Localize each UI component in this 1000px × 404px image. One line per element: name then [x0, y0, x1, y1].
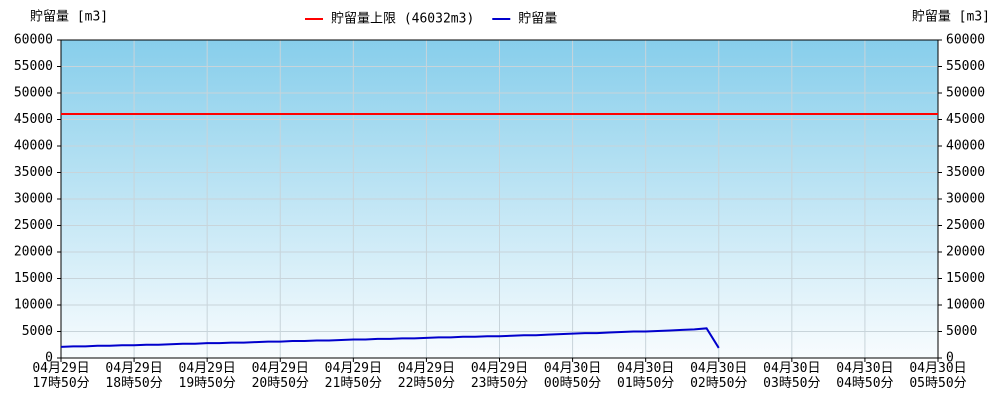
- y2-tick-label: 35000: [946, 165, 985, 180]
- y2-tick-label: 15000: [946, 271, 985, 286]
- y-tick-label: 50000: [14, 86, 53, 101]
- x-tick-label: 04月29日 17時50分: [32, 361, 90, 391]
- y-tick-label: 0: [45, 351, 53, 366]
- plot-frame: [60, 39, 939, 359]
- x-tick-label: 04月29日 22時50分: [397, 361, 456, 391]
- y-tick-label: 55000: [14, 59, 53, 74]
- series-line: [60, 327, 720, 349]
- y-tick-label: 5000: [22, 324, 53, 339]
- y2-tick-label: 20000: [946, 245, 985, 260]
- x-tick-label: 04月30日 00時50分: [543, 361, 602, 391]
- x-tick-label: 04月30日 05時50分: [909, 361, 967, 391]
- y-tick-label: 45000: [14, 112, 53, 127]
- y-tick-label: 15000: [14, 271, 53, 286]
- x-tick-label: 04月29日 21時50分: [324, 361, 382, 391]
- legend-label: 貯留量上限 (46032m3): [331, 12, 474, 27]
- x-tick-label: 04月30日 03時50分: [763, 361, 821, 391]
- x-tick-label: 04月30日 02時50分: [690, 361, 748, 391]
- y2-tick-label: 60000: [946, 33, 985, 48]
- legend-label: 貯留量: [518, 12, 557, 27]
- y-tick-label: 35000: [14, 165, 53, 180]
- y2-tick-label: 25000: [946, 218, 985, 233]
- y-tick-label: 30000: [14, 192, 53, 207]
- x-tick-label: 04月29日 23時50分: [470, 361, 529, 391]
- y2-tick-label: 30000: [946, 192, 985, 207]
- y2-tick-label: 0: [946, 351, 954, 366]
- y-tick-label: 40000: [14, 139, 53, 154]
- y2-tick-label: 55000: [946, 59, 985, 74]
- y2-tick-label: 10000: [946, 298, 985, 313]
- y2-axis-label: 貯留量 [m3]: [912, 10, 990, 25]
- y-tick-label: 60000: [14, 33, 53, 48]
- y-tick-label: 20000: [14, 245, 53, 260]
- y-axis-label: 貯留量 [m3]: [30, 10, 108, 25]
- y-tick-label: 10000: [14, 298, 53, 313]
- x-tick-label: 04月29日 18時50分: [105, 361, 163, 391]
- x-tick-label: 04月30日 01時50分: [617, 361, 675, 391]
- y2-tick-label: 5000: [946, 324, 977, 339]
- y-tick-label: 25000: [14, 218, 53, 233]
- x-tick-label: 04月29日 19時50分: [178, 361, 236, 391]
- x-tick-label: 04月30日 04時50分: [836, 361, 894, 391]
- y2-tick-label: 45000: [946, 112, 985, 127]
- x-tick-label: 04月29日 20時50分: [251, 361, 309, 391]
- y2-tick-label: 50000: [946, 86, 985, 101]
- y2-tick-label: 40000: [946, 139, 985, 154]
